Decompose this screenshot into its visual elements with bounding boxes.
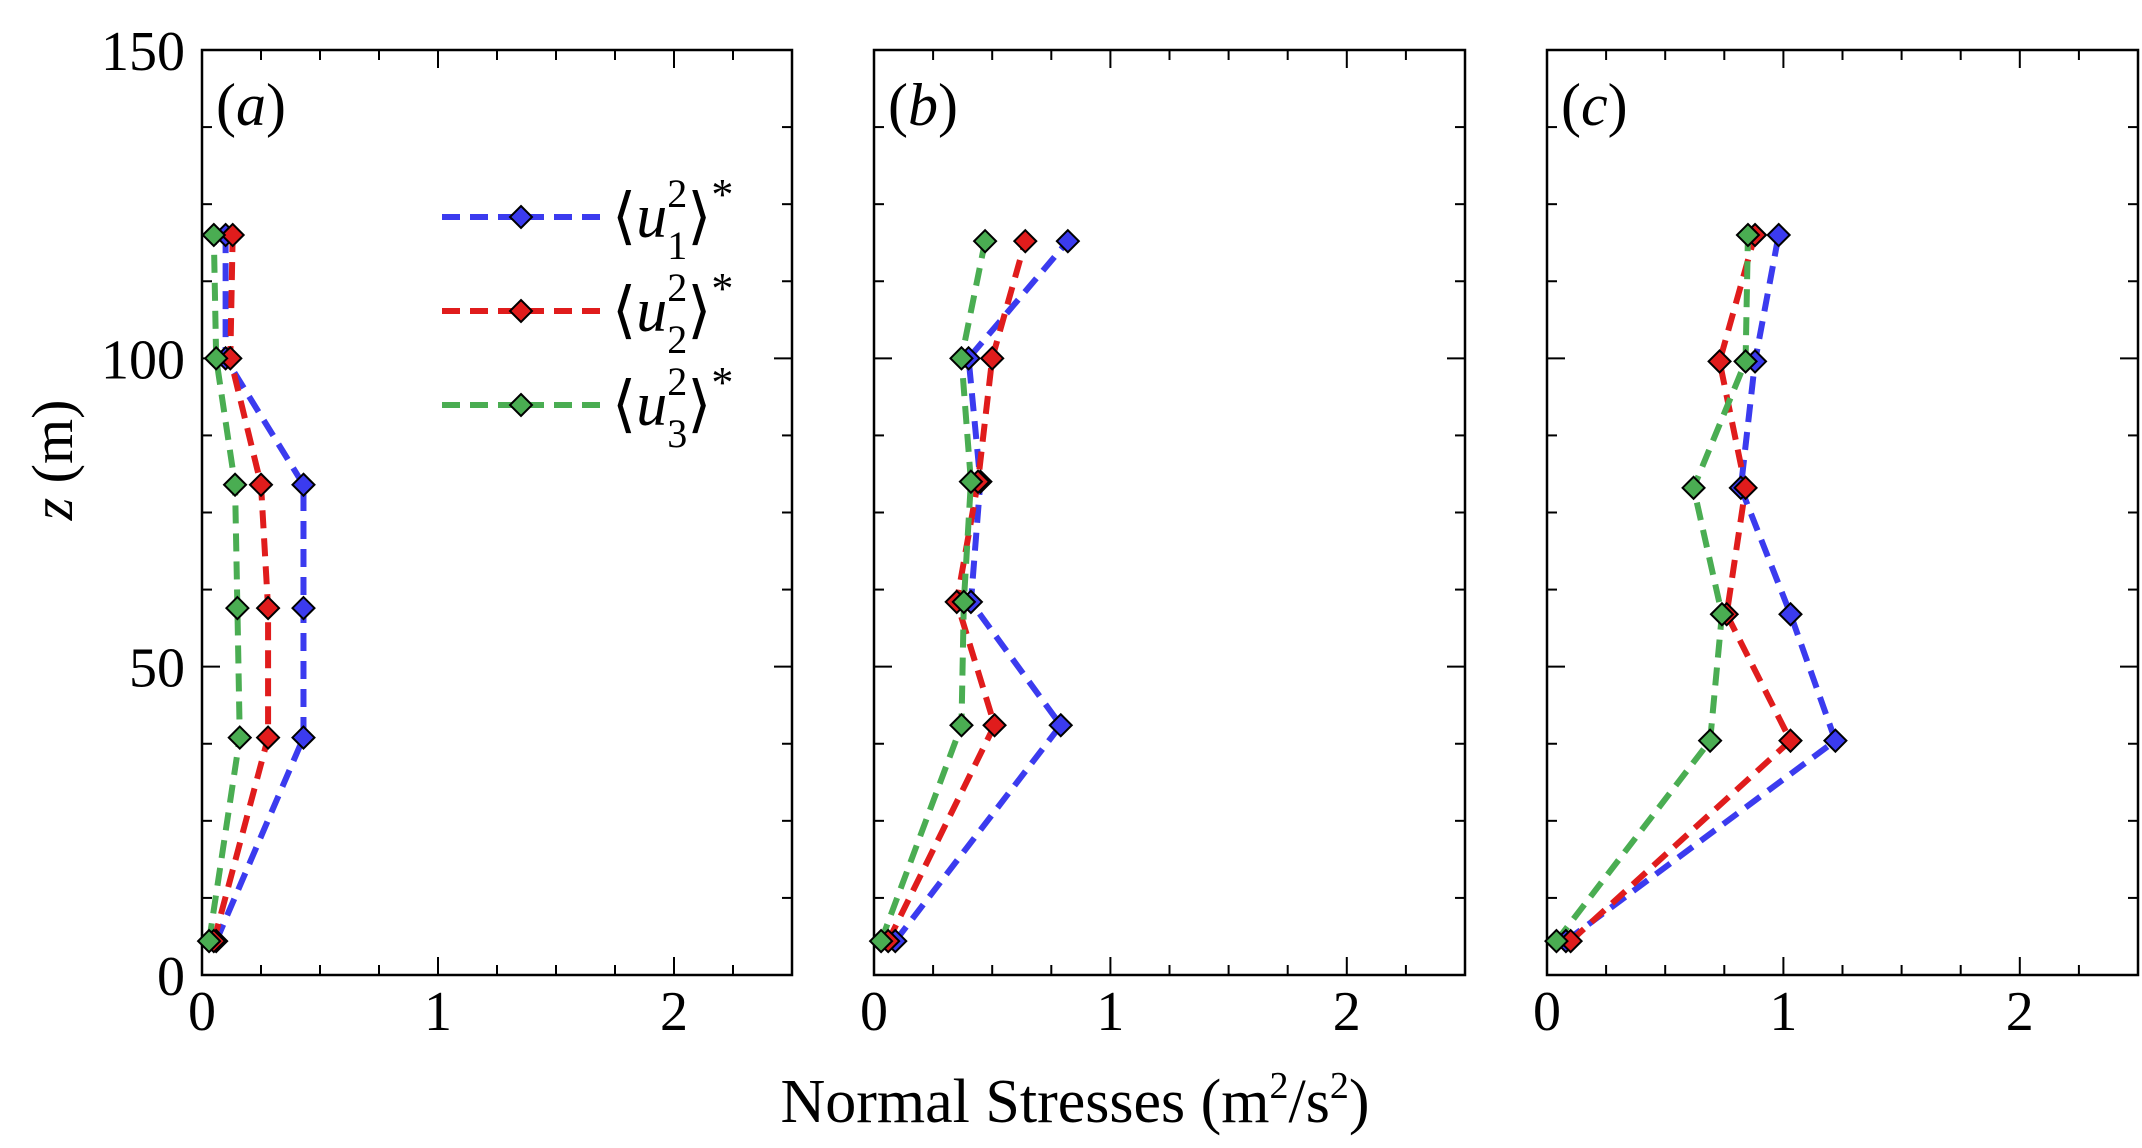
marker-u1 [1055, 228, 1081, 254]
marker-u2 [1778, 728, 1803, 754]
x-tick-label: 0 [860, 981, 888, 1043]
legend-marker [508, 392, 534, 418]
legend-marker [508, 298, 534, 324]
legend-item-u3: ⟨u2 3⟩* [442, 358, 733, 456]
x-tick-label: 1 [1096, 981, 1124, 1043]
marker-u1 [1778, 601, 1803, 627]
marker-u3 [949, 712, 974, 738]
panel-a: 0 1 2 0 50 100 150 (a) [101, 21, 794, 1043]
series-line-u2 [210, 234, 272, 942]
panel-label: (a) [216, 72, 286, 138]
series-line-u3 [878, 240, 989, 943]
marker-u3 [203, 345, 229, 371]
y-tick-label: 150 [101, 21, 185, 83]
marker-u1 [291, 595, 316, 621]
marker-u2 [248, 472, 274, 498]
marker-u3 [1697, 728, 1723, 754]
marker-u3 [1681, 475, 1706, 501]
marker-u3 [949, 345, 974, 371]
legend-item-u1: ⟨u2 1⟩* [442, 170, 733, 268]
legend-item-u2: ⟨u2 2⟩* [442, 264, 733, 362]
legend-label: ⟨u2 3⟩* [612, 358, 733, 456]
panels-group: 0 1 2 0 50 100 150 (a) 0 1 2 (b) 0 1 2 (c) [101, 21, 2140, 1043]
x-axis-label: Normal Stresses (m2/s2) [780, 1065, 1369, 1136]
panel-label: (b) [888, 72, 958, 138]
marker-u3 [972, 228, 998, 254]
marker-u2 [1733, 475, 1758, 501]
x-tick-label: 1 [1769, 981, 1797, 1043]
marker-u1 [1766, 222, 1792, 248]
plot-frame [872, 48, 1467, 977]
series-line-u3 [206, 234, 243, 942]
series-line-u1 [213, 235, 307, 943]
marker-u3 [224, 595, 250, 621]
marker-u3 [201, 222, 227, 248]
marker-u3 [196, 928, 222, 954]
marker-u3 [1544, 928, 1569, 954]
x-tick-label: 0 [188, 981, 216, 1043]
legend-label: ⟨u2 1⟩* [612, 170, 733, 268]
x-tick-label: 0 [1533, 981, 1561, 1043]
marker-u3 [222, 472, 248, 498]
x-tick-label: 2 [660, 981, 688, 1043]
panel-c: 0 1 2 (c) [1533, 48, 2140, 1043]
plot-frame [1545, 48, 2140, 977]
series-line-u3 [1554, 234, 1751, 943]
y-tick-label: 50 [129, 638, 185, 700]
marker-u1 [291, 472, 316, 498]
x-tick-label: 2 [1333, 981, 1361, 1043]
x-tick-label: 2 [2006, 981, 2034, 1043]
marker-u2 [982, 712, 1007, 738]
marker-u2 [255, 595, 281, 621]
marker-u1 [1048, 712, 1074, 738]
series-line-u1 [1564, 234, 1839, 944]
legend-label: ⟨u2 2⟩* [612, 264, 733, 362]
marker-u2 [220, 222, 246, 248]
panel-b: 0 1 2 (b) [860, 48, 1467, 1043]
marker-u3 [1735, 222, 1761, 248]
series-line-u1 [892, 239, 1071, 943]
panel-label: (c) [1561, 72, 1628, 138]
y-tick-label: 100 [101, 329, 185, 391]
marker-u3 [1733, 349, 1758, 374]
marker-u3 [868, 928, 894, 954]
marker-u2 [255, 725, 281, 750]
marker-u1 [291, 725, 316, 750]
marker-u3 [1709, 601, 1735, 627]
marker-u3 [951, 589, 977, 615]
series-line-u2 [885, 240, 1029, 943]
y-tick-label: 0 [157, 946, 185, 1008]
marker-u2 [979, 345, 1005, 371]
marker-u3 [227, 725, 253, 750]
x-tick-label: 1 [424, 981, 452, 1043]
y-axis-label: z (m) [20, 400, 85, 522]
marker-u2 [1707, 349, 1732, 374]
legend-marker [508, 204, 534, 230]
marker-u3 [958, 469, 984, 495]
legend: ⟨u2 1⟩*⟨u2 2⟩*⟨u2 3⟩* [442, 170, 733, 456]
series-line-u2 [1568, 234, 1795, 944]
marker-u2 [1012, 228, 1038, 254]
marker-u1 [1822, 728, 1848, 754]
